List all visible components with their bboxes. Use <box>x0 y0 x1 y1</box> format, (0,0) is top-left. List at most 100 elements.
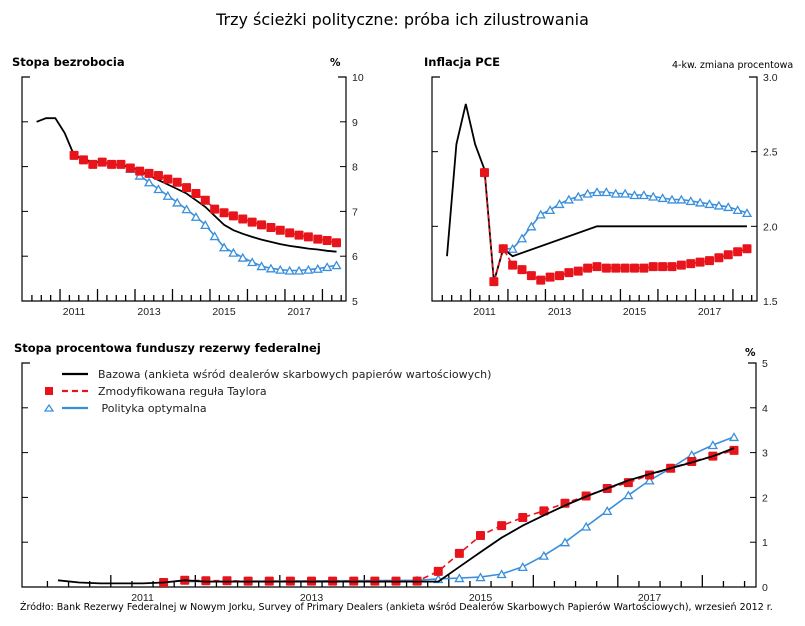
optimal-marker <box>601 187 612 197</box>
optimal-marker <box>623 490 634 500</box>
taylor-marker <box>714 253 724 263</box>
y-tick-label: 2.0 <box>763 221 778 233</box>
taylor-marker <box>620 263 630 273</box>
optimal-marker <box>713 200 724 210</box>
optimal-marker <box>620 188 631 198</box>
taylor-marker <box>476 530 485 540</box>
taylor-marker <box>686 259 696 269</box>
taylor-marker <box>480 168 489 178</box>
optimal-marker <box>143 177 155 187</box>
x-tick-label: 2017 <box>287 306 311 318</box>
optimal-marker <box>644 475 655 485</box>
source-note: Źródło: Bank Rezerwy Federalnej w Nowym … <box>20 602 773 613</box>
taylor-marker <box>144 168 154 178</box>
optimal-marker <box>629 190 640 200</box>
optimal-marker <box>535 209 546 219</box>
y-tick-label: 8 <box>352 162 358 174</box>
x-tick-label: 2013 <box>137 306 161 318</box>
taylor-marker <box>313 234 323 244</box>
x-tick-label: 2017 <box>698 306 722 318</box>
optimal-marker <box>237 252 248 262</box>
optimal-marker <box>181 204 192 214</box>
legend-square-icon <box>45 387 53 395</box>
series-line-baseline <box>446 103 747 282</box>
x-tick-label: 2013 <box>548 306 572 318</box>
taylor-marker <box>257 220 267 230</box>
taylor-marker <box>454 548 464 558</box>
taylor-marker <box>332 238 341 248</box>
optimal-marker <box>228 247 239 257</box>
optimal-marker <box>322 262 333 272</box>
optimal-marker <box>526 221 537 231</box>
taylor-marker <box>116 159 126 169</box>
taylor-marker <box>517 265 527 275</box>
optimal-marker <box>610 188 621 198</box>
series-line-optimal <box>184 436 735 583</box>
optimal-marker <box>256 261 267 271</box>
legend-label-baseline: Bazowa (ankieta wśród dealerów skarbowyc… <box>98 368 491 381</box>
taylor-marker <box>247 217 257 227</box>
optimal-marker <box>723 202 734 212</box>
taylor-marker <box>592 262 602 272</box>
taylor-marker <box>303 232 313 242</box>
y-tick-label: 3.0 <box>763 72 778 84</box>
optimal-marker <box>657 193 668 203</box>
legend-label-optimal: Polityka optymalna <box>98 402 207 415</box>
taylor-marker <box>107 159 117 169</box>
optimal-marker <box>581 521 592 531</box>
optimal-marker <box>685 196 696 206</box>
taylor-marker <box>498 244 508 254</box>
optimal-marker <box>516 233 528 243</box>
optimal-marker <box>284 265 295 275</box>
taylor-marker <box>536 275 546 285</box>
optimal-marker <box>602 506 613 515</box>
y-tick-label: 2 <box>762 492 768 504</box>
optimal-marker <box>507 243 518 253</box>
taylor-marker <box>275 225 285 235</box>
taylor-marker <box>285 228 295 238</box>
taylor-marker <box>433 566 443 576</box>
taylor-marker <box>545 272 555 282</box>
y-tick-label: 6 <box>352 251 358 263</box>
optimal-marker <box>695 197 706 207</box>
x-tick-label: 2015 <box>623 306 647 318</box>
taylor-marker <box>705 256 714 266</box>
taylor-marker <box>125 163 135 173</box>
taylor-marker <box>564 268 574 278</box>
optimal-marker <box>554 199 565 209</box>
optimal-marker <box>638 190 649 200</box>
taylor-marker <box>630 263 639 273</box>
taylor-marker <box>508 260 518 270</box>
x-tick-label: 2013 <box>300 592 324 604</box>
y-tick-label: 9 <box>352 117 358 129</box>
taylor-marker <box>583 263 593 273</box>
y-tick-label: 1.5 <box>763 296 778 308</box>
y-tick-label: 3 <box>762 448 768 460</box>
taylor-marker <box>742 244 752 254</box>
optimal-marker <box>559 537 571 547</box>
legend: Bazowa (ankieta wśród dealerów skarbowyc… <box>43 368 491 415</box>
taylor-marker <box>573 266 583 276</box>
taylor-marker <box>601 263 611 273</box>
optimal-marker <box>517 562 528 571</box>
taylor-marker <box>723 250 733 260</box>
unemployment-panel-title: Stopa bezrobocia <box>12 55 125 69</box>
optimal-marker <box>275 264 286 274</box>
x-tick-label: 2015 <box>212 306 236 318</box>
taylor-marker <box>69 150 79 160</box>
taylor-marker <box>733 247 743 257</box>
optimal-marker <box>331 260 342 270</box>
taylor-marker <box>539 506 549 516</box>
fedfunds-chart: 0 1 2 3 4 5 2011 2013 2015 2017 <box>21 358 768 604</box>
y-tick-label: 7 <box>352 206 358 218</box>
optimal-marker <box>573 191 584 201</box>
optimal-marker <box>591 187 603 197</box>
taylor-marker <box>322 236 332 246</box>
optimal-marker <box>172 197 183 207</box>
optimal-marker <box>676 194 687 204</box>
optimal-marker <box>582 188 593 198</box>
optimal-marker <box>247 257 258 267</box>
optimal-marker <box>454 573 465 583</box>
optimal-marker <box>209 231 220 241</box>
taylor-marker <box>88 159 98 169</box>
